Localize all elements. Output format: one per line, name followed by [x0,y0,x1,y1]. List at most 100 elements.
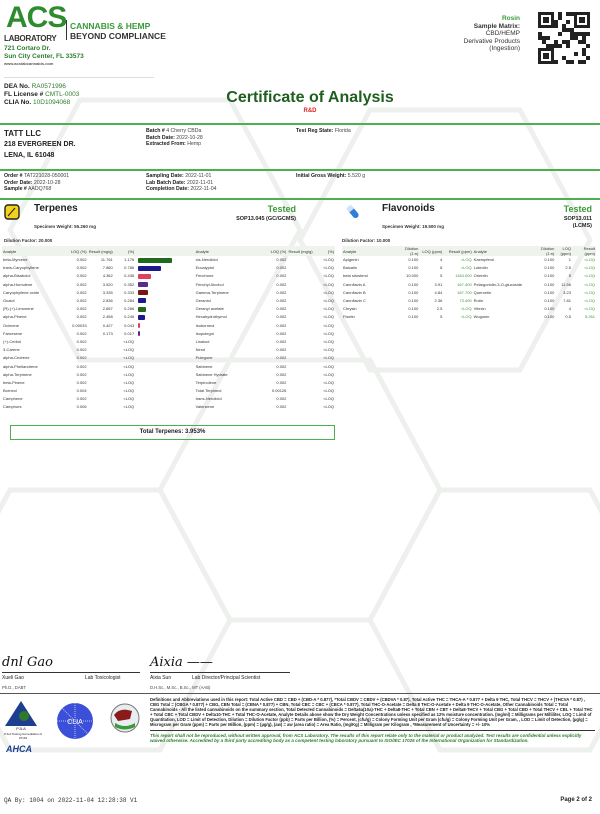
sample-name: Rosin [501,15,520,22]
result-mg-g [88,395,114,403]
completion-date: 2022-11-04 [190,186,217,192]
page-title: Certificate of Analysis [226,89,394,106]
result-percent: <LOQ [323,306,334,312]
signature-line [2,672,140,673]
result-bar [138,282,149,288]
analyte: beta sitosterol [343,273,368,279]
analyte: alpha-Pinene [3,314,27,320]
result-mg-g [88,338,114,346]
svg-text:PJLA: PJLA [16,726,26,730]
flavonoids-status: Tested [563,204,592,214]
qr-code[interactable] [538,12,590,64]
result-percent: <LOQ [123,379,135,385]
dilution: 0.100 [408,265,419,271]
matrix-line-1: CBD/HEMP [485,30,520,37]
test-tube-icon [346,204,359,219]
analyte: Sabinene [195,363,213,369]
logo-tagline-1: CANNABIS & HEMP [70,21,151,31]
batch-value: 4 Cherry CBDa [166,128,202,134]
result-mg-g: 7.860 [102,265,113,271]
matrix-line-2: Derivative Products [463,37,520,45]
analyte: (R)-(+)-Limonene [3,306,34,312]
result-percent: <LOQ [323,347,334,353]
analyte: alpha-Humulene [3,281,33,287]
result-bar [138,331,140,337]
bar-cell [135,387,194,395]
analyte: cis-Nerolidol [195,257,218,263]
loq: 5 [440,273,443,279]
result-percent: <LOQ [123,388,135,394]
clia-logo: CLIA [57,703,93,739]
loq: 0.002 [76,330,87,336]
dilution: 0.100 [408,298,419,304]
report-notes: Definitions and Abbreviations used in th… [150,697,595,744]
result-percent: <LOQ [323,265,334,271]
loq: 0.002 [76,306,87,312]
dilution: 0.100 [544,314,555,320]
page-number: Page 2 of 2 [560,797,592,803]
table-row: Baicalin 0.100 8 <LOQ Luteolin 0.100 2.5 <LOQ [342,264,596,272]
sample-label: Sample # [4,186,27,192]
result-mg-g [287,387,313,395]
result-mg-g [88,387,114,395]
loq: 0.002 [76,273,87,279]
analyte: Baicalin [343,265,358,271]
bar-cell [135,371,194,379]
analyte: trans-Nerolidol [195,396,222,402]
sample-number: AADQ768 [27,186,52,192]
result-mg-g [287,272,313,280]
result-ppm: <LOQ [584,298,595,304]
page-subtitle: R&D [303,108,317,114]
result-mg-g [287,362,313,370]
sampling-date: 2022-11-01 [185,173,212,179]
divider [0,169,600,171]
bar-cell [135,322,194,330]
analyte: Fenchone [195,273,214,279]
analyte: Valencene [195,404,215,410]
logo-tagline-2: BEYOND COMPLIANCE [70,31,166,41]
analyte: alpha-Terpinene [3,371,32,377]
table-row: Guaiol 0.002 2.836 0.284 Geraniol 0.002 <LOQ [2,297,335,305]
bar-cell [135,289,194,297]
analyte: Nerol [195,347,206,353]
loq: 0.002 [276,379,287,385]
terpenes-specimen-weight: Specimen Weight: 55.260 mg [34,224,96,229]
result-percent: <LOQ [323,379,334,385]
gross-value: 5.520 g [347,173,366,179]
result-mg-g: 0.427 [102,322,113,328]
flavonoids-specimen-weight: Specimen Weight: 19.500 mg [382,224,444,229]
result-mg-g [287,338,313,346]
dates-info: Sampling Date: 2022-11-01 Lab Batch Date… [146,173,217,193]
result-percent: 1.176 [124,257,135,263]
column-header: LOQ (ppm) [555,246,572,256]
dilution: 0.100 [544,265,555,271]
result-ppm: <LOQ [460,265,472,271]
lab-website[interactable]: www.acslabcannabis.com [4,61,54,66]
signer-2-name: Aixia Sun [150,675,172,681]
result-mg-g: 2.657 [102,306,113,312]
analyte: Geraniol [195,298,211,304]
column-header: Analyte [472,246,535,256]
bar-cell [135,362,194,370]
analyte: Pelargonidin-3-O-glucoside [473,282,523,288]
clia-number: 10D1094068 [33,99,71,106]
column-header: Dilution (1:n) [534,246,556,256]
loq: 0.002 [76,379,87,385]
result-bar [138,290,148,296]
loq: 5 [440,314,443,320]
bar-cell [135,297,194,305]
loq: 0.00033 [72,322,87,328]
column-header: LOQ (%) [263,246,288,256]
dilution: 0.100 [544,273,555,279]
bar-cell [135,395,194,403]
terpenes-table: Analyte LOQ (%) Result (mg/g) (%) Analyte LOQ… [2,246,335,412]
result-percent: <LOQ [323,355,334,361]
result-bar [138,306,146,312]
analyte: Vitexin [473,306,486,312]
clia-label: CLIA No. [4,99,32,106]
loq: 0.002 [76,314,87,320]
loq: 2.5 [436,306,443,312]
table-row: Fisetin 0.100 5 <LOQ Wogonin 0.100 0.5 5.261 [342,313,596,321]
loq: 0.002 [276,306,287,312]
result-ppm: <LOQ [460,314,472,320]
